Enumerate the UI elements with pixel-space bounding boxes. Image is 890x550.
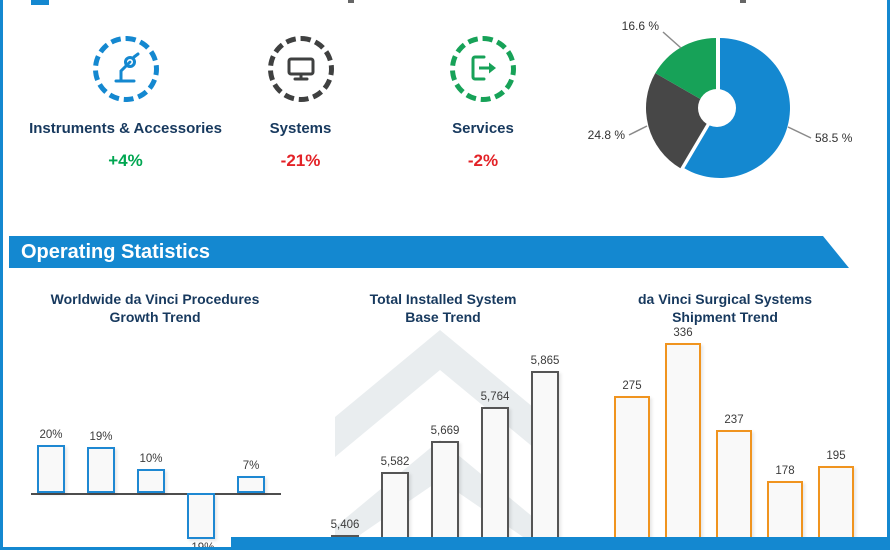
dashed-circle-badge: [267, 36, 334, 102]
callout-line: [628, 125, 648, 136]
category-label: Services: [452, 120, 514, 137]
monitor-icon: [287, 57, 314, 81]
procedures-growth-chart: 20% 19% 10% -19% 7%: [31, 420, 281, 550]
bar: [716, 429, 752, 540]
bar: [431, 441, 459, 540]
exit-arrow-icon: [471, 55, 496, 81]
bar: [818, 466, 854, 540]
bar: [381, 472, 409, 540]
bar: [237, 476, 265, 493]
bar-value-label: 237: [724, 413, 744, 426]
chart-title-procedures: Worldwide da Vinci Procedures Growth Tre…: [30, 290, 280, 326]
section-banner: Operating Statistics: [9, 236, 849, 268]
bar-value-label: 178: [775, 464, 795, 477]
callout-line: [662, 31, 682, 49]
cropped-header-fragment: [31, 0, 49, 5]
cropped-header-fragment: [740, 0, 746, 3]
bar-value-label: 5,406: [330, 519, 360, 531]
category-instruments-accessories: Instruments & Accessories +4%: [28, 36, 223, 171]
bar: [665, 343, 701, 540]
category-label: Instruments & Accessories: [29, 120, 222, 137]
bar-value-label: 195: [826, 450, 846, 463]
pie-label-services: 16.6 %: [622, 19, 660, 33]
chart-title-installed-base: Total Installed System Base Trend: [333, 290, 553, 326]
pie-label-systems: 24.8 %: [588, 128, 626, 142]
bar: [37, 445, 65, 493]
chart-title-line: Total Installed System: [369, 291, 517, 307]
category-systems: Systems -21%: [223, 36, 378, 171]
bar: [531, 371, 559, 540]
section-banner-title: Operating Statistics: [21, 241, 210, 263]
bar-value-label: 10%: [139, 453, 163, 465]
bar-value-label: 5,865: [530, 355, 560, 368]
chart-title-line: Worldwide da Vinci Procedures: [50, 291, 260, 307]
pie-slice-systems: [645, 73, 716, 169]
bar: [481, 407, 509, 540]
category-change-value: -2%: [467, 151, 499, 170]
category-change-value: -21%: [280, 151, 321, 170]
installed-base-chart: 5,406 5,582 5,669 5,764 5,865: [323, 355, 569, 540]
chart-title-line: da Vinci Surgical Systems: [637, 291, 813, 307]
bar-value-label: 275: [622, 380, 642, 393]
pie-label-instruments: 58.5 %: [815, 131, 853, 145]
shipments-chart: 275 336 237 178 195: [608, 327, 866, 540]
bar-value-label: 5,582: [380, 456, 410, 469]
footer-band: [231, 537, 887, 547]
bar-value-label: 336: [673, 327, 693, 340]
chart-title-shipments: da Vinci Surgical Systems Shipment Trend: [600, 290, 850, 326]
bar: [187, 493, 215, 539]
callout-line: [787, 126, 812, 139]
pie-slice-services: [655, 38, 716, 108]
bar: [87, 447, 115, 493]
donut-hole: [698, 89, 736, 127]
bar: [614, 396, 650, 540]
bar-value-label: 19%: [89, 431, 113, 444]
category-change-value: +4%: [108, 151, 143, 170]
dashed-circle-badge: [450, 36, 516, 102]
category-label: Systems: [269, 120, 332, 137]
revenue-mix-pie-chart: 16.6 % 24.8 % 58.5 %: [588, 19, 853, 178]
axis-line: [31, 493, 281, 495]
bar-value-label: -19%: [187, 541, 215, 550]
bar-value-label: 7%: [242, 460, 260, 473]
pie-slice-instruments: [684, 38, 790, 178]
robot-arm-icon: [114, 52, 139, 83]
bar-value-label: 20%: [39, 429, 63, 441]
chart-title-line: Growth Trend: [109, 309, 201, 326]
dashed-circle-badge: [92, 36, 159, 102]
cropped-header-fragment: [348, 0, 354, 3]
bar-value-label: 5,669: [430, 425, 460, 438]
bar-value-label: 5,764: [480, 391, 510, 404]
chart-title-line: Shipment Trend: [672, 309, 778, 326]
bar: [767, 480, 803, 540]
bar: [137, 469, 165, 493]
category-services: Services -2%: [405, 36, 561, 171]
chart-title-line: Base Trend: [405, 309, 481, 326]
